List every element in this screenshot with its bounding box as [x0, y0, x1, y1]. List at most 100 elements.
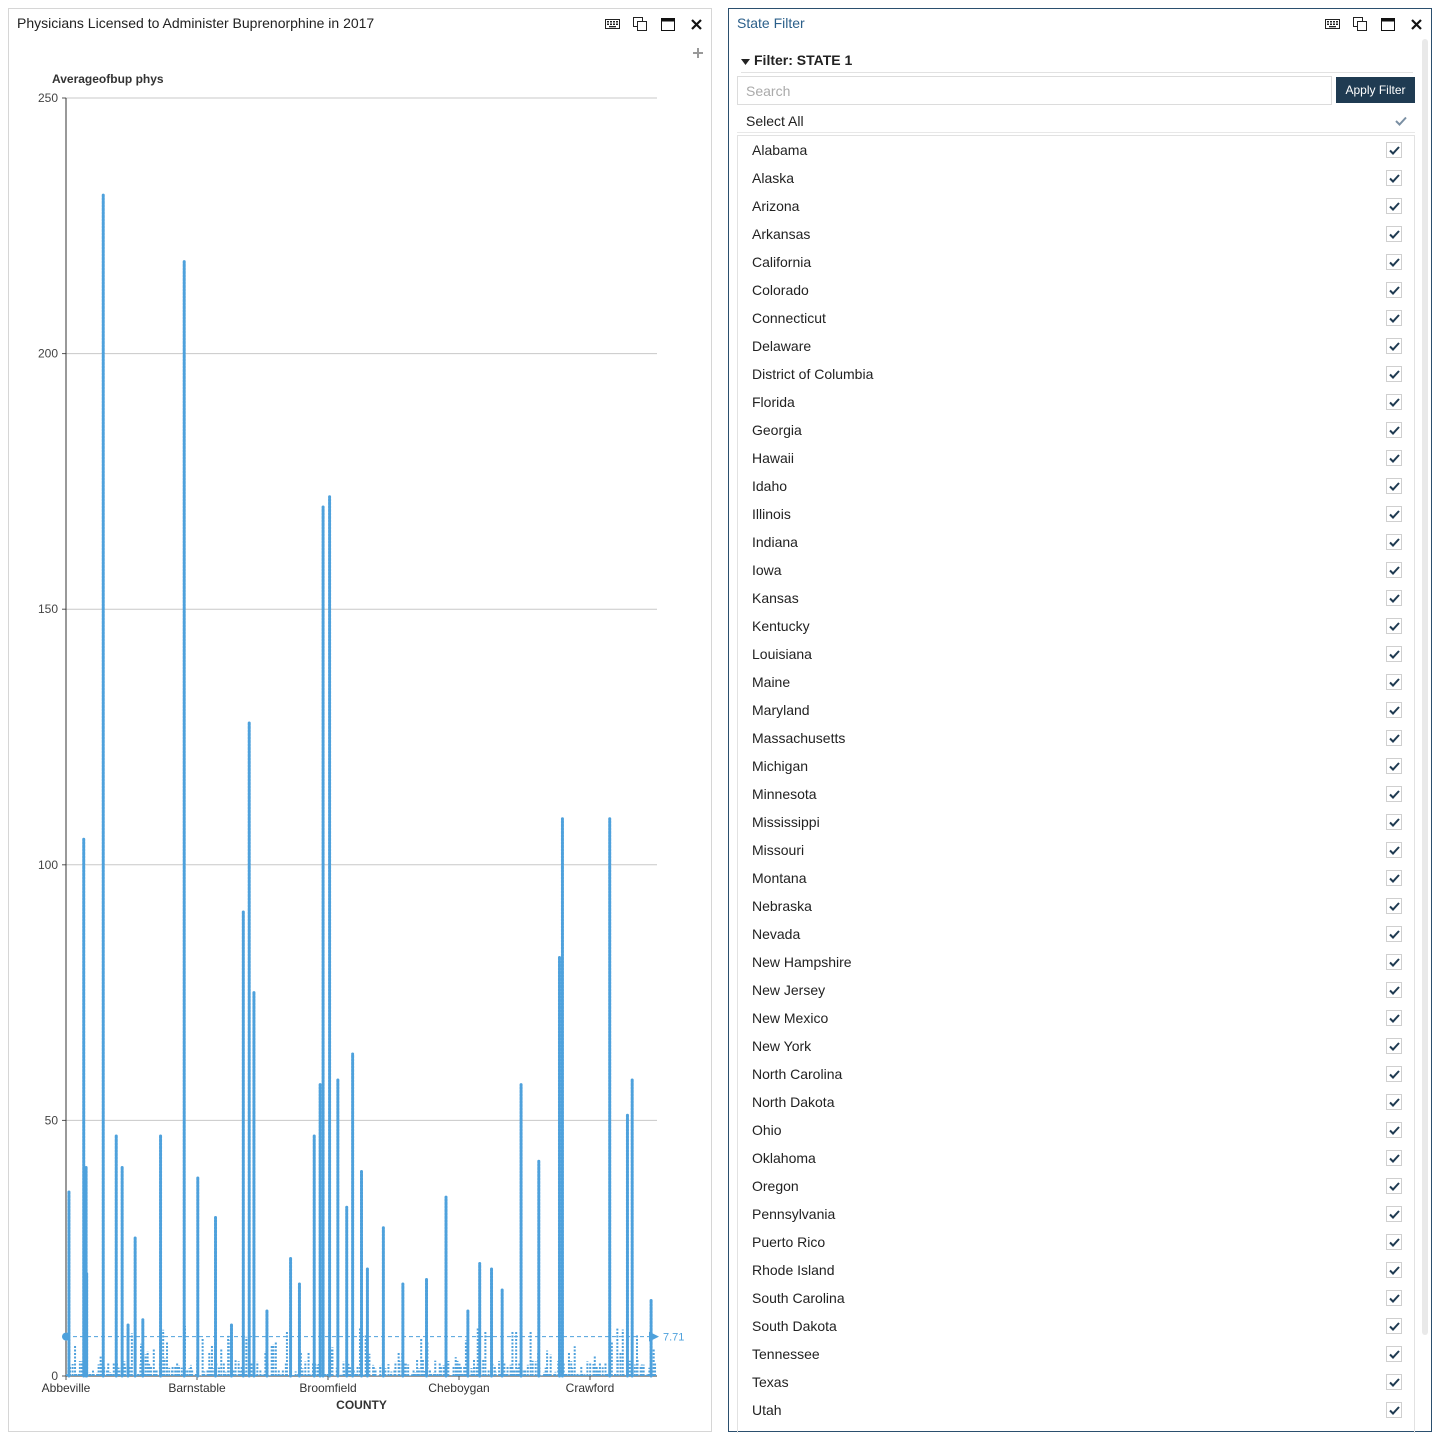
state-checkbox[interactable]: [1386, 562, 1402, 578]
state-item[interactable]: North Dakota: [738, 1088, 1414, 1116]
apply-filter-button[interactable]: Apply Filter: [1336, 77, 1415, 103]
state-item[interactable]: Tennessee: [738, 1340, 1414, 1368]
state-checkbox[interactable]: [1386, 898, 1402, 914]
state-checkbox[interactable]: [1386, 142, 1402, 158]
state-checkbox[interactable]: [1386, 226, 1402, 242]
state-item[interactable]: Arizona: [738, 192, 1414, 220]
state-item[interactable]: Oklahoma: [738, 1144, 1414, 1172]
state-checkbox[interactable]: [1386, 310, 1402, 326]
state-item[interactable]: Connecticut: [738, 304, 1414, 332]
state-checkbox[interactable]: [1386, 618, 1402, 634]
state-item[interactable]: Maine: [738, 668, 1414, 696]
state-checkbox[interactable]: [1386, 1318, 1402, 1334]
plus-icon[interactable]: [693, 45, 703, 63]
state-checkbox[interactable]: [1386, 702, 1402, 718]
state-checkbox[interactable]: [1386, 590, 1402, 606]
select-all-row[interactable]: Select All: [737, 109, 1415, 133]
state-checkbox[interactable]: [1386, 758, 1402, 774]
search-input[interactable]: [737, 76, 1332, 105]
state-item[interactable]: Mississippi: [738, 808, 1414, 836]
state-item[interactable]: Montana: [738, 864, 1414, 892]
state-item[interactable]: Missouri: [738, 836, 1414, 864]
state-item[interactable]: Nevada: [738, 920, 1414, 948]
state-checkbox[interactable]: [1386, 1038, 1402, 1054]
state-item[interactable]: Ohio: [738, 1116, 1414, 1144]
state-item[interactable]: Maryland: [738, 696, 1414, 724]
state-checkbox[interactable]: [1386, 450, 1402, 466]
state-checkbox[interactable]: [1386, 842, 1402, 858]
state-checkbox[interactable]: [1386, 674, 1402, 690]
duplicate-icon[interactable]: [1351, 15, 1369, 33]
state-item[interactable]: Oregon: [738, 1172, 1414, 1200]
state-checkbox[interactable]: [1386, 478, 1402, 494]
state-item[interactable]: Nebraska: [738, 892, 1414, 920]
state-checkbox[interactable]: [1386, 926, 1402, 942]
state-item[interactable]: Hawaii: [738, 444, 1414, 472]
state-checkbox[interactable]: [1386, 198, 1402, 214]
state-checkbox[interactable]: [1386, 1178, 1402, 1194]
state-item[interactable]: Illinois: [738, 500, 1414, 528]
state-item[interactable]: New Hampshire: [738, 948, 1414, 976]
state-checkbox[interactable]: [1386, 1066, 1402, 1082]
state-checkbox[interactable]: [1386, 1402, 1402, 1418]
state-item[interactable]: New Mexico: [738, 1004, 1414, 1032]
state-item[interactable]: Kentucky: [738, 612, 1414, 640]
state-item[interactable]: Utah: [738, 1396, 1414, 1424]
state-item[interactable]: Louisiana: [738, 640, 1414, 668]
state-item[interactable]: Idaho: [738, 472, 1414, 500]
state-checkbox[interactable]: [1386, 870, 1402, 886]
state-item[interactable]: Rhode Island: [738, 1256, 1414, 1284]
state-checkbox[interactable]: [1386, 1262, 1402, 1278]
state-checkbox[interactable]: [1386, 982, 1402, 998]
state-item[interactable]: North Carolina: [738, 1060, 1414, 1088]
keyboard-icon[interactable]: [603, 15, 621, 33]
duplicate-icon[interactable]: [631, 15, 649, 33]
state-checkbox[interactable]: [1386, 814, 1402, 830]
state-item[interactable]: Massachusetts: [738, 724, 1414, 752]
state-checkbox[interactable]: [1386, 506, 1402, 522]
close-icon[interactable]: [687, 15, 705, 33]
state-item[interactable]: Georgia: [738, 416, 1414, 444]
state-checkbox[interactable]: [1386, 338, 1402, 354]
state-item[interactable]: California: [738, 248, 1414, 276]
state-item[interactable]: District of Columbia: [738, 360, 1414, 388]
state-checkbox[interactable]: [1386, 1122, 1402, 1138]
keyboard-icon[interactable]: [1323, 15, 1341, 33]
state-item[interactable]: South Dakota: [738, 1312, 1414, 1340]
state-checkbox[interactable]: [1386, 534, 1402, 550]
select-all-check-icon[interactable]: [1395, 113, 1407, 129]
state-checkbox[interactable]: [1386, 170, 1402, 186]
state-checkbox[interactable]: [1386, 646, 1402, 662]
state-item[interactable]: Texas: [738, 1368, 1414, 1396]
state-checkbox[interactable]: [1386, 1346, 1402, 1362]
state-item[interactable]: Arkansas: [738, 220, 1414, 248]
state-item[interactable]: Michigan: [738, 752, 1414, 780]
state-item[interactable]: South Carolina: [738, 1284, 1414, 1312]
state-item[interactable]: Indiana: [738, 528, 1414, 556]
state-item[interactable]: Alabama: [738, 136, 1414, 164]
state-checkbox[interactable]: [1386, 1010, 1402, 1026]
state-item[interactable]: Delaware: [738, 332, 1414, 360]
state-checkbox[interactable]: [1386, 1374, 1402, 1390]
state-item[interactable]: Alaska: [738, 164, 1414, 192]
state-item[interactable]: Pennsylvania: [738, 1200, 1414, 1228]
state-checkbox[interactable]: [1386, 422, 1402, 438]
state-checkbox[interactable]: [1386, 954, 1402, 970]
maximize-icon[interactable]: [1379, 15, 1397, 33]
state-checkbox[interactable]: [1386, 254, 1402, 270]
maximize-icon[interactable]: [659, 15, 677, 33]
state-checkbox[interactable]: [1386, 366, 1402, 382]
state-checkbox[interactable]: [1386, 1150, 1402, 1166]
state-checkbox[interactable]: [1386, 1206, 1402, 1222]
state-checkbox[interactable]: [1386, 394, 1402, 410]
state-checkbox[interactable]: [1386, 730, 1402, 746]
state-checkbox[interactable]: [1386, 1234, 1402, 1250]
state-checkbox[interactable]: [1386, 1094, 1402, 1110]
state-item[interactable]: Florida: [738, 388, 1414, 416]
state-checkbox[interactable]: [1386, 1290, 1402, 1306]
state-checkbox[interactable]: [1386, 786, 1402, 802]
state-item[interactable]: New York: [738, 1032, 1414, 1060]
state-checkbox[interactable]: [1386, 282, 1402, 298]
state-list-scrollbar[interactable]: [1422, 39, 1428, 1335]
state-item[interactable]: Kansas: [738, 584, 1414, 612]
